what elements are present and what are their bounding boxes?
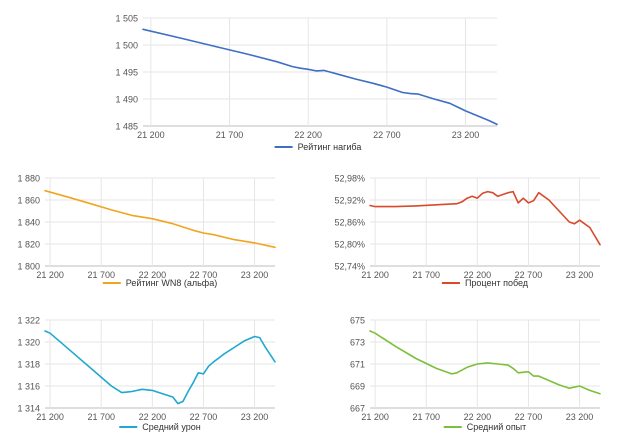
x-tick-label: 22 700	[373, 130, 401, 140]
y-tick-label: 1 840	[17, 218, 40, 228]
legend-label: Рейтинг нагиба	[298, 142, 362, 152]
x-tick-label: 23 200	[566, 270, 594, 280]
y-tick-label: 1 800	[17, 262, 40, 272]
x-tick-label: 23 200	[452, 130, 480, 140]
experience-legend: Средний опыт	[443, 422, 527, 432]
rating-legend: Рейтинг нагиба	[274, 142, 362, 152]
wn8-series-line	[44, 189, 276, 249]
x-tick-label: 23 200	[241, 412, 269, 422]
legend-label: Средний опыт	[467, 422, 527, 432]
x-tick-label: 21 700	[412, 270, 440, 280]
y-tick-label: 675	[350, 316, 365, 326]
y-tick-label: 1 490	[115, 95, 138, 105]
x-tick-label: 22 200	[139, 270, 167, 280]
wn8-legend: Рейтинг WN8 (альфа)	[102, 278, 217, 288]
legend-label: Средний урон	[142, 422, 200, 432]
x-tick-label: 22 200	[139, 412, 167, 422]
y-tick-label: 52,80%	[334, 240, 365, 250]
x-tick-label: 21 200	[36, 270, 64, 280]
rating-series-line	[142, 28, 498, 126]
y-tick-label: 669	[350, 382, 365, 392]
x-tick-label: 21 200	[361, 412, 389, 422]
x-tick-label: 21 200	[137, 130, 165, 140]
x-tick-label: 23 200	[241, 270, 269, 280]
damage-series-line	[44, 330, 276, 405]
y-tick-label: 52,74%	[334, 262, 365, 272]
winrate-series-line	[369, 190, 601, 246]
y-tick-label: 667	[350, 404, 365, 414]
winrate-legend: Процент побед	[441, 278, 529, 288]
y-tick-label: 1 495	[115, 68, 138, 78]
y-tick-label: 52,86%	[334, 218, 365, 228]
x-tick-label: 22 200	[294, 130, 322, 140]
x-tick-label: 21 700	[87, 412, 115, 422]
x-tick-label: 21 700	[216, 130, 244, 140]
y-tick-label: 1 322	[17, 316, 40, 326]
y-tick-label: 1 500	[115, 41, 138, 51]
x-tick-label: 22 700	[515, 270, 543, 280]
x-tick-label: 22 700	[515, 412, 543, 422]
damage-legend: Средний урон	[119, 422, 201, 432]
x-tick-label: 22 200	[464, 412, 492, 422]
y-tick-label: 1 320	[17, 338, 40, 348]
legend-label: Процент побед	[465, 278, 529, 288]
y-tick-label: 1 860	[17, 196, 40, 206]
x-tick-label: 22 700	[190, 412, 218, 422]
x-tick-label: 21 700	[87, 270, 115, 280]
experience-series-line	[369, 330, 601, 395]
y-tick-label: 1 318	[17, 360, 40, 370]
y-tick-label: 52,92%	[334, 196, 365, 206]
winrate-chart: 52,98% 52,92% 52,86% 52,80% 52,74%21 200 21 7…	[334, 174, 601, 288]
y-tick-label: 1 314	[17, 404, 40, 414]
y-tick-label: 673	[350, 338, 365, 348]
y-tick-label: 671	[350, 360, 365, 370]
x-tick-label: 21 200	[361, 270, 389, 280]
y-tick-label: 1 316	[17, 382, 40, 392]
x-tick-label: 22 700	[190, 270, 218, 280]
y-tick-label: 1 820	[17, 240, 40, 250]
legend-label: Рейтинг WN8 (альфа)	[126, 278, 217, 288]
x-tick-label: 21 200	[36, 412, 64, 422]
y-tick-label: 1 505	[115, 14, 138, 24]
x-tick-label: 22 200	[464, 270, 492, 280]
y-tick-label: 1 880	[17, 174, 40, 184]
y-tick-label: 52,98%	[334, 174, 365, 184]
x-tick-label: 21 700	[412, 412, 440, 422]
y-tick-label: 1 485	[115, 122, 138, 132]
x-tick-label: 23 200	[566, 412, 594, 422]
